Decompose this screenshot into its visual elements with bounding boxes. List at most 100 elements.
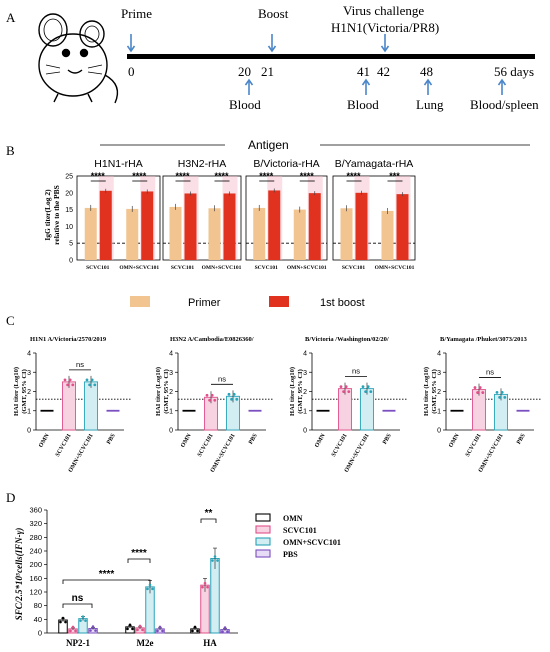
tick-56: 56 days [494,64,534,79]
panel-c-ytick: 3 [303,370,307,377]
panel-c-point [208,398,212,402]
panel-d-point [84,619,87,622]
panel-a-label: A [6,10,16,25]
panel-d-xtick: HA [203,638,217,648]
panel-c-point [230,397,234,401]
panel-c-label: C [6,313,15,328]
panel-c-xtick: SCVC101 [465,433,483,458]
panel-d-xtick: NP2-1 [66,638,90,648]
panel-c-point [63,378,67,382]
panel-c-point [478,386,482,389]
panel-c-point [361,385,365,389]
panel-b-group-label: OMN+SCVC101 [202,265,242,271]
panel-c-ylabel-1: HAI titer (Log10) [423,367,430,416]
panel-c-point [93,383,97,387]
panel-c-point [85,378,89,382]
panel-d-point [191,629,194,633]
panel-d-sig-m2e: **** [131,548,147,559]
panel-d-ylabel: SFC/2.5*10⁵cells(IFN-γ) [14,528,24,621]
panel-c-ytick: 2 [437,389,441,396]
panel-b-ytick: 25 [65,174,73,181]
legend-boost: 1st boost [320,297,365,309]
panel-d-sig-m2e-bracket [127,558,151,563]
panel-b-bar-boost [184,193,197,260]
panel-b-ytick: 0 [69,258,73,265]
panel-c-ytick: 0 [303,428,307,435]
panel-b-group-label: SCVC101 [171,265,194,271]
challenge-arrow-head [380,45,390,53]
panel-c-xtick: SCVC101 [197,433,215,458]
panel-d-point [203,581,207,585]
panel-c-xtick: OMN [448,432,461,448]
prime-label: Prime [121,6,152,21]
panel-b-group-label: OMN+SCVC101 [287,265,327,271]
panel-c-point [473,386,477,389]
panel-d-point [201,585,204,589]
panel-c-point [227,392,231,396]
panel-c-point [90,378,94,382]
panel-d-sig-np2: ns [72,593,84,604]
panel-b-frame [76,175,161,261]
legend-label: SCVC101 [283,526,317,535]
panel-b-bar-boost [355,192,368,260]
panel-b-bar-boost [223,193,236,260]
panel-c-point [68,378,72,382]
panel-d-sig-np2-bracket [62,603,93,608]
sample-lung: Lung [416,97,444,112]
panel-d-point [151,587,154,591]
panel-d-ytick: 40 [34,615,42,624]
panel-b-legend: Primer 1st boost [130,296,365,309]
panel-c-point [232,392,236,396]
panel-c-ylabel-2: (GMT, 95% CI) [163,369,170,413]
panel-b-sig: **** [214,171,229,181]
panel-c-xtick: PBS [106,432,117,445]
blood-2-arrow-head [361,78,371,86]
panel-d-bar [145,586,155,634]
panel-c-bar [338,388,352,431]
panel-d-sig-omn-bracket [62,579,151,584]
panel-c-ytick: 1 [437,408,441,415]
panel-d-label: D [6,490,15,505]
panel-d-point [128,623,132,627]
panel-b-group-label: SCVC101 [342,265,365,271]
panel-b-ylabel-2: relative to the PBS [52,185,61,245]
panel-c-ylabel-1: HAI titer (Log10) [155,367,162,416]
panel-c-ytick: 4 [169,351,173,358]
panel-c-point [210,393,214,397]
panel-d-point [91,625,95,628]
panel-c-bar [360,388,374,431]
legend-label: OMN+SCVC101 [283,538,341,547]
panel-b-sig: **** [175,171,190,181]
panel-c-ytick: 2 [27,389,31,396]
panel-d-sig-omn: **** [99,569,115,580]
panel-c-sig: ns [352,367,360,376]
panel-d-bar [210,558,220,634]
panel-d-point [64,620,67,624]
panel-d-point [193,625,197,629]
panel-c-ytick: 1 [303,408,307,415]
panel-b-bar-primer [84,207,97,260]
panel-c-xtick: OMN [314,432,327,448]
panel-b-bar-primer [126,208,139,260]
panel-d-point [79,619,82,622]
panel-d-bar [200,584,210,634]
panel-d-point [221,630,224,633]
panel-d-point [158,625,162,629]
panel-b-sig: **** [132,171,147,181]
panel-d-point [211,559,214,562]
panel-c-sig: ns [486,368,494,377]
panel-b-group-label: SCVC101 [255,265,278,271]
sample-blood-2: Blood [347,97,379,112]
panel-d-point [138,624,142,628]
panel-b-group-label: OMN+SCVC101 [119,265,159,271]
panel-d-ytick: 80 [34,601,42,610]
panel-d-point [206,585,209,589]
panel-c-ylabel-2: (GMT, 95% CI) [431,369,438,413]
panel-c-point [347,390,351,394]
blood-spleen-arrow-head [497,78,507,86]
sample-blood-1: Blood [229,97,261,112]
panel-c-point [476,391,479,394]
boost-label: Boost [258,6,289,21]
lung-arrow-head [423,78,433,86]
